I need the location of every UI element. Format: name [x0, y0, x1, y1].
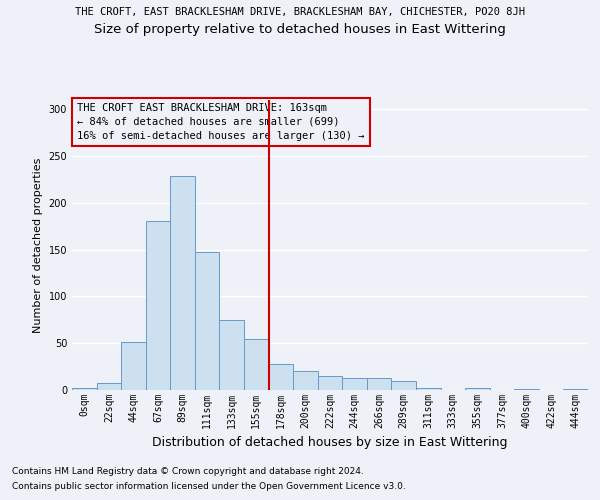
- Bar: [391, 380, 416, 390]
- X-axis label: Distribution of detached houses by size in East Wittering: Distribution of detached houses by size …: [152, 436, 508, 450]
- Text: Contains public sector information licensed under the Open Government Licence v3: Contains public sector information licen…: [12, 482, 406, 491]
- Bar: [342, 378, 367, 390]
- Y-axis label: Number of detached properties: Number of detached properties: [33, 158, 43, 332]
- Bar: [170, 176, 195, 390]
- Bar: [195, 252, 220, 390]
- Bar: [416, 388, 440, 390]
- Bar: [514, 389, 539, 390]
- Bar: [146, 220, 170, 390]
- Bar: [293, 372, 318, 390]
- Bar: [97, 382, 121, 390]
- Bar: [367, 378, 391, 390]
- Bar: [121, 342, 146, 390]
- Bar: [269, 364, 293, 390]
- Text: Size of property relative to detached houses in East Wittering: Size of property relative to detached ho…: [94, 22, 506, 36]
- Text: Contains HM Land Registry data © Crown copyright and database right 2024.: Contains HM Land Registry data © Crown c…: [12, 467, 364, 476]
- Text: THE CROFT EAST BRACKLESHAM DRIVE: 163sqm
← 84% of detached houses are smaller (6: THE CROFT EAST BRACKLESHAM DRIVE: 163sqm…: [77, 103, 365, 141]
- Text: THE CROFT, EAST BRACKLESHAM DRIVE, BRACKLESHAM BAY, CHICHESTER, PO20 8JH: THE CROFT, EAST BRACKLESHAM DRIVE, BRACK…: [75, 8, 525, 18]
- Bar: [465, 388, 490, 390]
- Bar: [563, 389, 588, 390]
- Bar: [220, 320, 244, 390]
- Bar: [72, 388, 97, 390]
- Bar: [318, 376, 342, 390]
- Bar: [244, 338, 269, 390]
